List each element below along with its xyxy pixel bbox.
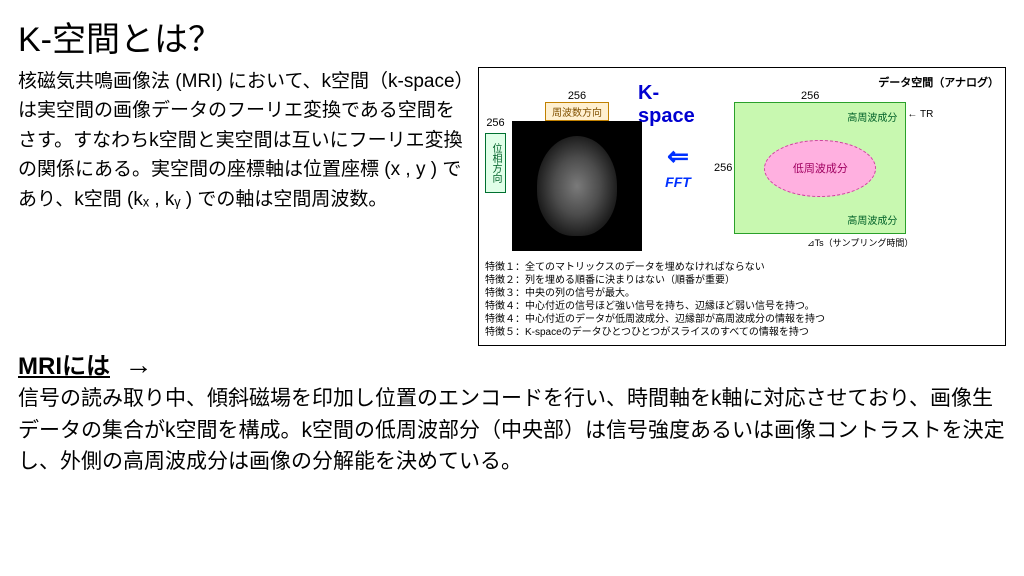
page-title: K-空間とは？ bbox=[18, 12, 1006, 61]
dspace-dim-top: 256 bbox=[801, 90, 819, 102]
bottom-paragraph: 信号の読み取り中、傾斜磁場を印加し位置のエンコードを行い、時間軸をk軸に対応させ… bbox=[18, 383, 1006, 478]
feature-2: 特徴２：列を埋める順番に決まりはない（順番が重要） bbox=[485, 274, 999, 287]
feature-5: 特徴５：K-spaceのデータひとつひとつがスライスのすべての情報を持つ bbox=[485, 326, 999, 339]
mri-dim-top: 256 bbox=[568, 90, 586, 102]
mri-brain-image bbox=[512, 121, 642, 251]
freq-direction-label: 周波数方向 bbox=[545, 102, 609, 121]
intro-text: 核磁気共鳴画像法 (MRI) において、k空間（k-space）は実空間の画像デ… bbox=[18, 67, 468, 346]
ts-label: ⊿Ts（サンプリング時間） bbox=[807, 236, 913, 249]
phase-direction-label: 位相方向 bbox=[485, 133, 506, 193]
feature-3: 特徴３：中央の列の信号が最大。 bbox=[485, 287, 999, 300]
data-space-box: 高周波成分 低周波成分 高周波成分 ← TR ⊿Ts（サンプリング時間） bbox=[734, 102, 906, 234]
arrow-icon: ⇐ bbox=[667, 141, 689, 172]
mri-heading: MRIには bbox=[18, 353, 110, 380]
mri-heading-row: MRIには → bbox=[18, 346, 1006, 381]
feature-4b: 特徴４：中心付近のデータが低周波成分、辺縁部が高周波成分の情報を持つ bbox=[485, 313, 999, 326]
feature-list: 特徴１：全てのマトリックスのデータを埋めなければならない 特徴２：列を埋める順番… bbox=[485, 261, 999, 339]
low-freq-ellipse: 低周波成分 bbox=[764, 140, 876, 197]
feature-4a: 特徴４：中心付近の信号ほど強い信号を持ち、辺縁ほど弱い信号を持つ。 bbox=[485, 300, 999, 313]
feature-1: 特徴１：全てのマトリックスのデータを埋めなければならない bbox=[485, 261, 999, 274]
tr-label: ← TR bbox=[907, 109, 933, 120]
mri-side-labels: 256 位相方向 bbox=[485, 90, 506, 220]
analog-label: データ空間（アナログ） bbox=[878, 74, 999, 90]
high-freq-top: 高周波成分 bbox=[847, 109, 897, 124]
fft-label: FFT bbox=[665, 174, 691, 190]
kspace-figure: . データ空間（アナログ） 256 位相方向 256 周波数方向 K-space bbox=[478, 67, 1006, 346]
top-row: 核磁気共鳴画像法 (MRI) において、k空間（k-space）は実空間の画像デ… bbox=[18, 67, 1006, 346]
mri-panel: 256 周波数方向 bbox=[512, 90, 642, 251]
arrow-right-icon: → bbox=[124, 349, 152, 380]
data-space-panel: 256 256 高周波成分 低周波成分 高周波成分 ← TR ⊿Ts（サンプリン… bbox=[714, 90, 906, 234]
dspace-dim-side: 256 bbox=[714, 162, 732, 174]
kspace-title: K-space bbox=[638, 82, 708, 128]
brain-shape bbox=[537, 136, 617, 236]
mri-dim-side: 256 bbox=[486, 117, 504, 129]
diagram-row: 256 位相方向 256 周波数方向 K-space ⇐ FFT bbox=[485, 90, 999, 251]
high-freq-bottom: 高周波成分 bbox=[847, 212, 897, 227]
